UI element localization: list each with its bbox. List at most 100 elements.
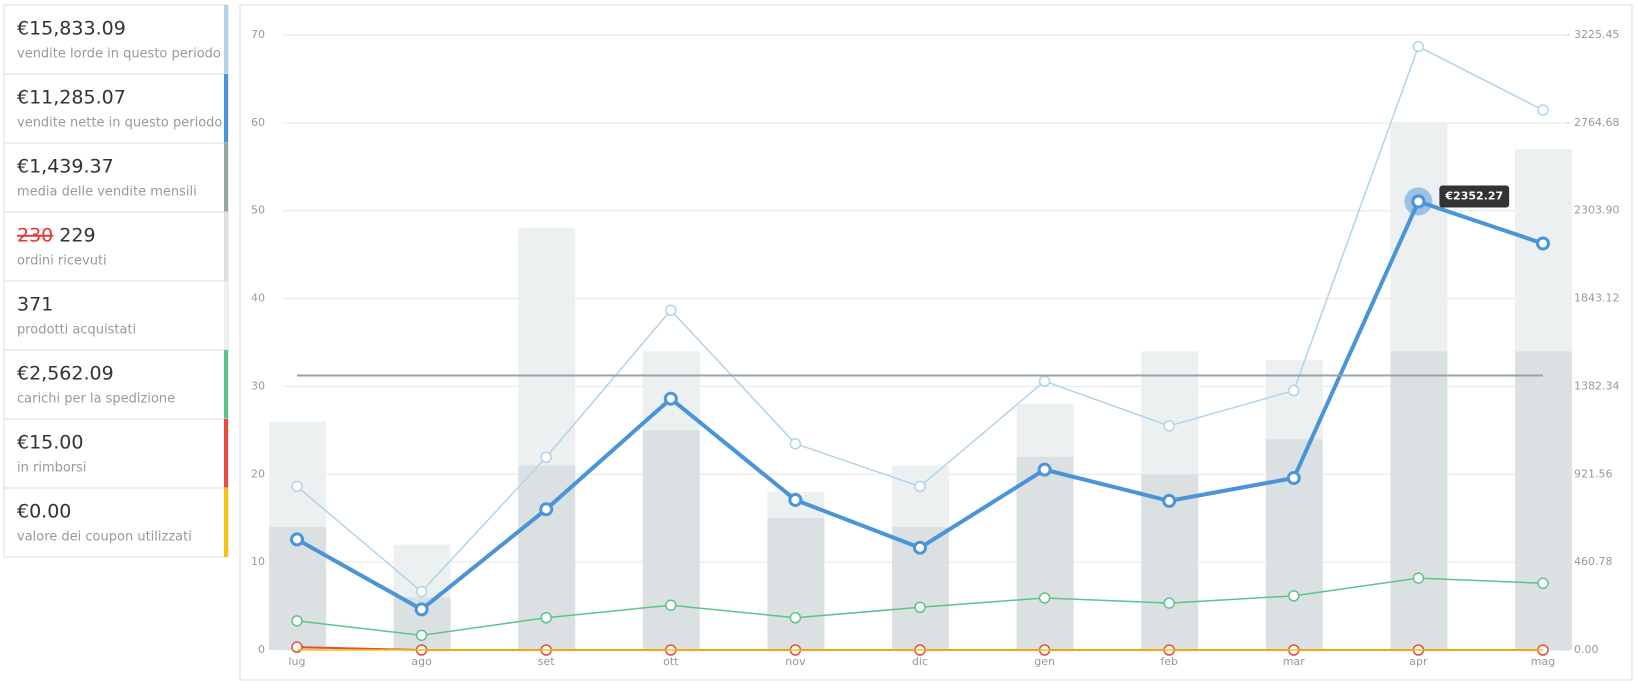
summary-color <box>224 5 228 74</box>
summary-value: €15,833.09 <box>17 18 126 40</box>
y-tick-label: 50 <box>251 204 265 217</box>
tooltip-text: €2352.27 <box>1444 189 1503 202</box>
bar <box>767 518 825 650</box>
point <box>1537 104 1549 116</box>
summary-color <box>224 350 228 419</box>
point <box>1537 577 1549 590</box>
summary-item[interactable]: 230 229 ordini ricevuti <box>3 211 229 282</box>
y-tick-label: 0 <box>258 643 265 656</box>
point <box>789 612 802 624</box>
summary-item[interactable]: €2,562.09 carichi per la spedizione <box>3 349 229 420</box>
point <box>665 304 677 316</box>
point <box>789 437 802 450</box>
point <box>913 540 927 555</box>
bar <box>1390 351 1448 650</box>
y2-tick-label: 2764.68 <box>1574 116 1620 129</box>
summary-item[interactable]: €11,285.07 vendite nette in questo period… <box>3 73 229 144</box>
summary-color <box>224 74 228 143</box>
summary-label: ordini ricevuti <box>17 254 107 269</box>
point <box>415 585 428 598</box>
x-tick-label: lug <box>288 655 305 668</box>
summary-color <box>224 143 228 212</box>
x-tick-label: dic <box>912 655 928 668</box>
point <box>1037 462 1052 477</box>
summary-box <box>3 349 229 420</box>
summary-label: prodotti acquistati <box>17 323 136 338</box>
bar <box>1515 351 1572 650</box>
summary-value: 229 <box>59 225 95 247</box>
x-tick-label: ott <box>663 655 679 668</box>
summary-color <box>224 488 228 557</box>
point <box>1286 471 1301 486</box>
x-tick-label: set <box>538 655 555 668</box>
y-tick-label: 30 <box>251 379 265 392</box>
point <box>1412 40 1425 53</box>
point <box>414 602 429 617</box>
x-tick-label: mag <box>1531 655 1555 668</box>
y2-tick-label: 0.00 <box>1574 643 1599 656</box>
summary-value: €0.00 <box>17 501 71 523</box>
summary-box <box>3 73 229 144</box>
point <box>1038 375 1051 387</box>
point <box>1163 420 1175 432</box>
summary-label: carichi per la spedizione <box>17 392 175 407</box>
point <box>1288 590 1300 602</box>
summary-box <box>3 487 229 558</box>
summary-box <box>3 4 229 75</box>
point <box>540 612 552 624</box>
summary-value: €11,285.07 <box>17 87 126 109</box>
summary-value: €1,439.37 <box>17 156 114 178</box>
summary-item[interactable]: €15,833.09 vendite lorde in questo period… <box>3 4 229 75</box>
summary-box <box>3 211 229 282</box>
point <box>1038 592 1051 604</box>
point <box>539 502 554 517</box>
y2-tick-label: 460.78 <box>1574 555 1613 568</box>
summary-label: in rimborsi <box>17 461 87 476</box>
summary-box <box>3 280 229 351</box>
x-tick-label: ago <box>411 655 432 668</box>
point <box>914 601 926 614</box>
summary-item[interactable]: €1,439.37 media delle vendite mensili <box>3 142 229 213</box>
summary-old-value: 230 <box>17 225 53 247</box>
summary-item[interactable]: €0.00 valore dei coupon utilizzati <box>3 487 229 558</box>
point <box>1163 597 1175 609</box>
summary-box <box>3 418 229 489</box>
bar <box>1265 439 1323 650</box>
y2-tick-label: 1382.34 <box>1574 379 1620 392</box>
y2-tick-label: 2303.90 <box>1574 204 1620 217</box>
summary-box <box>3 142 229 213</box>
summary-value: €15.00 <box>17 432 83 454</box>
point <box>1536 236 1550 251</box>
point <box>665 599 677 611</box>
y-tick-label: 10 <box>251 555 265 568</box>
y2-tick-label: 921.56 <box>1574 467 1613 480</box>
summary-value: 371 <box>17 294 53 316</box>
point <box>1411 194 1426 209</box>
summary-item[interactable]: 371 prodotti acquistati <box>3 280 229 351</box>
summary-label: vendite lorde in questo periodo <box>17 47 221 62</box>
bar <box>269 527 326 650</box>
point <box>291 615 303 627</box>
y2-tick-label: 1843.12 <box>1574 292 1620 305</box>
point <box>1412 572 1425 584</box>
y-tick-label: 60 <box>251 116 265 129</box>
summary-item[interactable]: €15.00 in rimborsi <box>3 418 229 489</box>
summary-color <box>224 419 228 488</box>
y2-tick-label: 3225.45 <box>1574 28 1620 41</box>
point <box>788 492 803 507</box>
summary-color <box>224 281 228 350</box>
x-tick-label: mar <box>1283 655 1305 668</box>
point <box>415 629 428 642</box>
y-tick-label: 20 <box>251 467 265 480</box>
bar <box>642 430 700 650</box>
point <box>914 480 926 493</box>
summary-label: vendite nette in questo periodo <box>17 116 222 131</box>
x-tick-label: feb <box>1160 655 1178 668</box>
point <box>1162 493 1177 508</box>
point <box>663 391 678 406</box>
bar <box>1016 456 1074 650</box>
y-tick-label: 70 <box>251 28 265 41</box>
tooltip-box <box>1439 185 1510 208</box>
summary-color <box>224 212 228 281</box>
